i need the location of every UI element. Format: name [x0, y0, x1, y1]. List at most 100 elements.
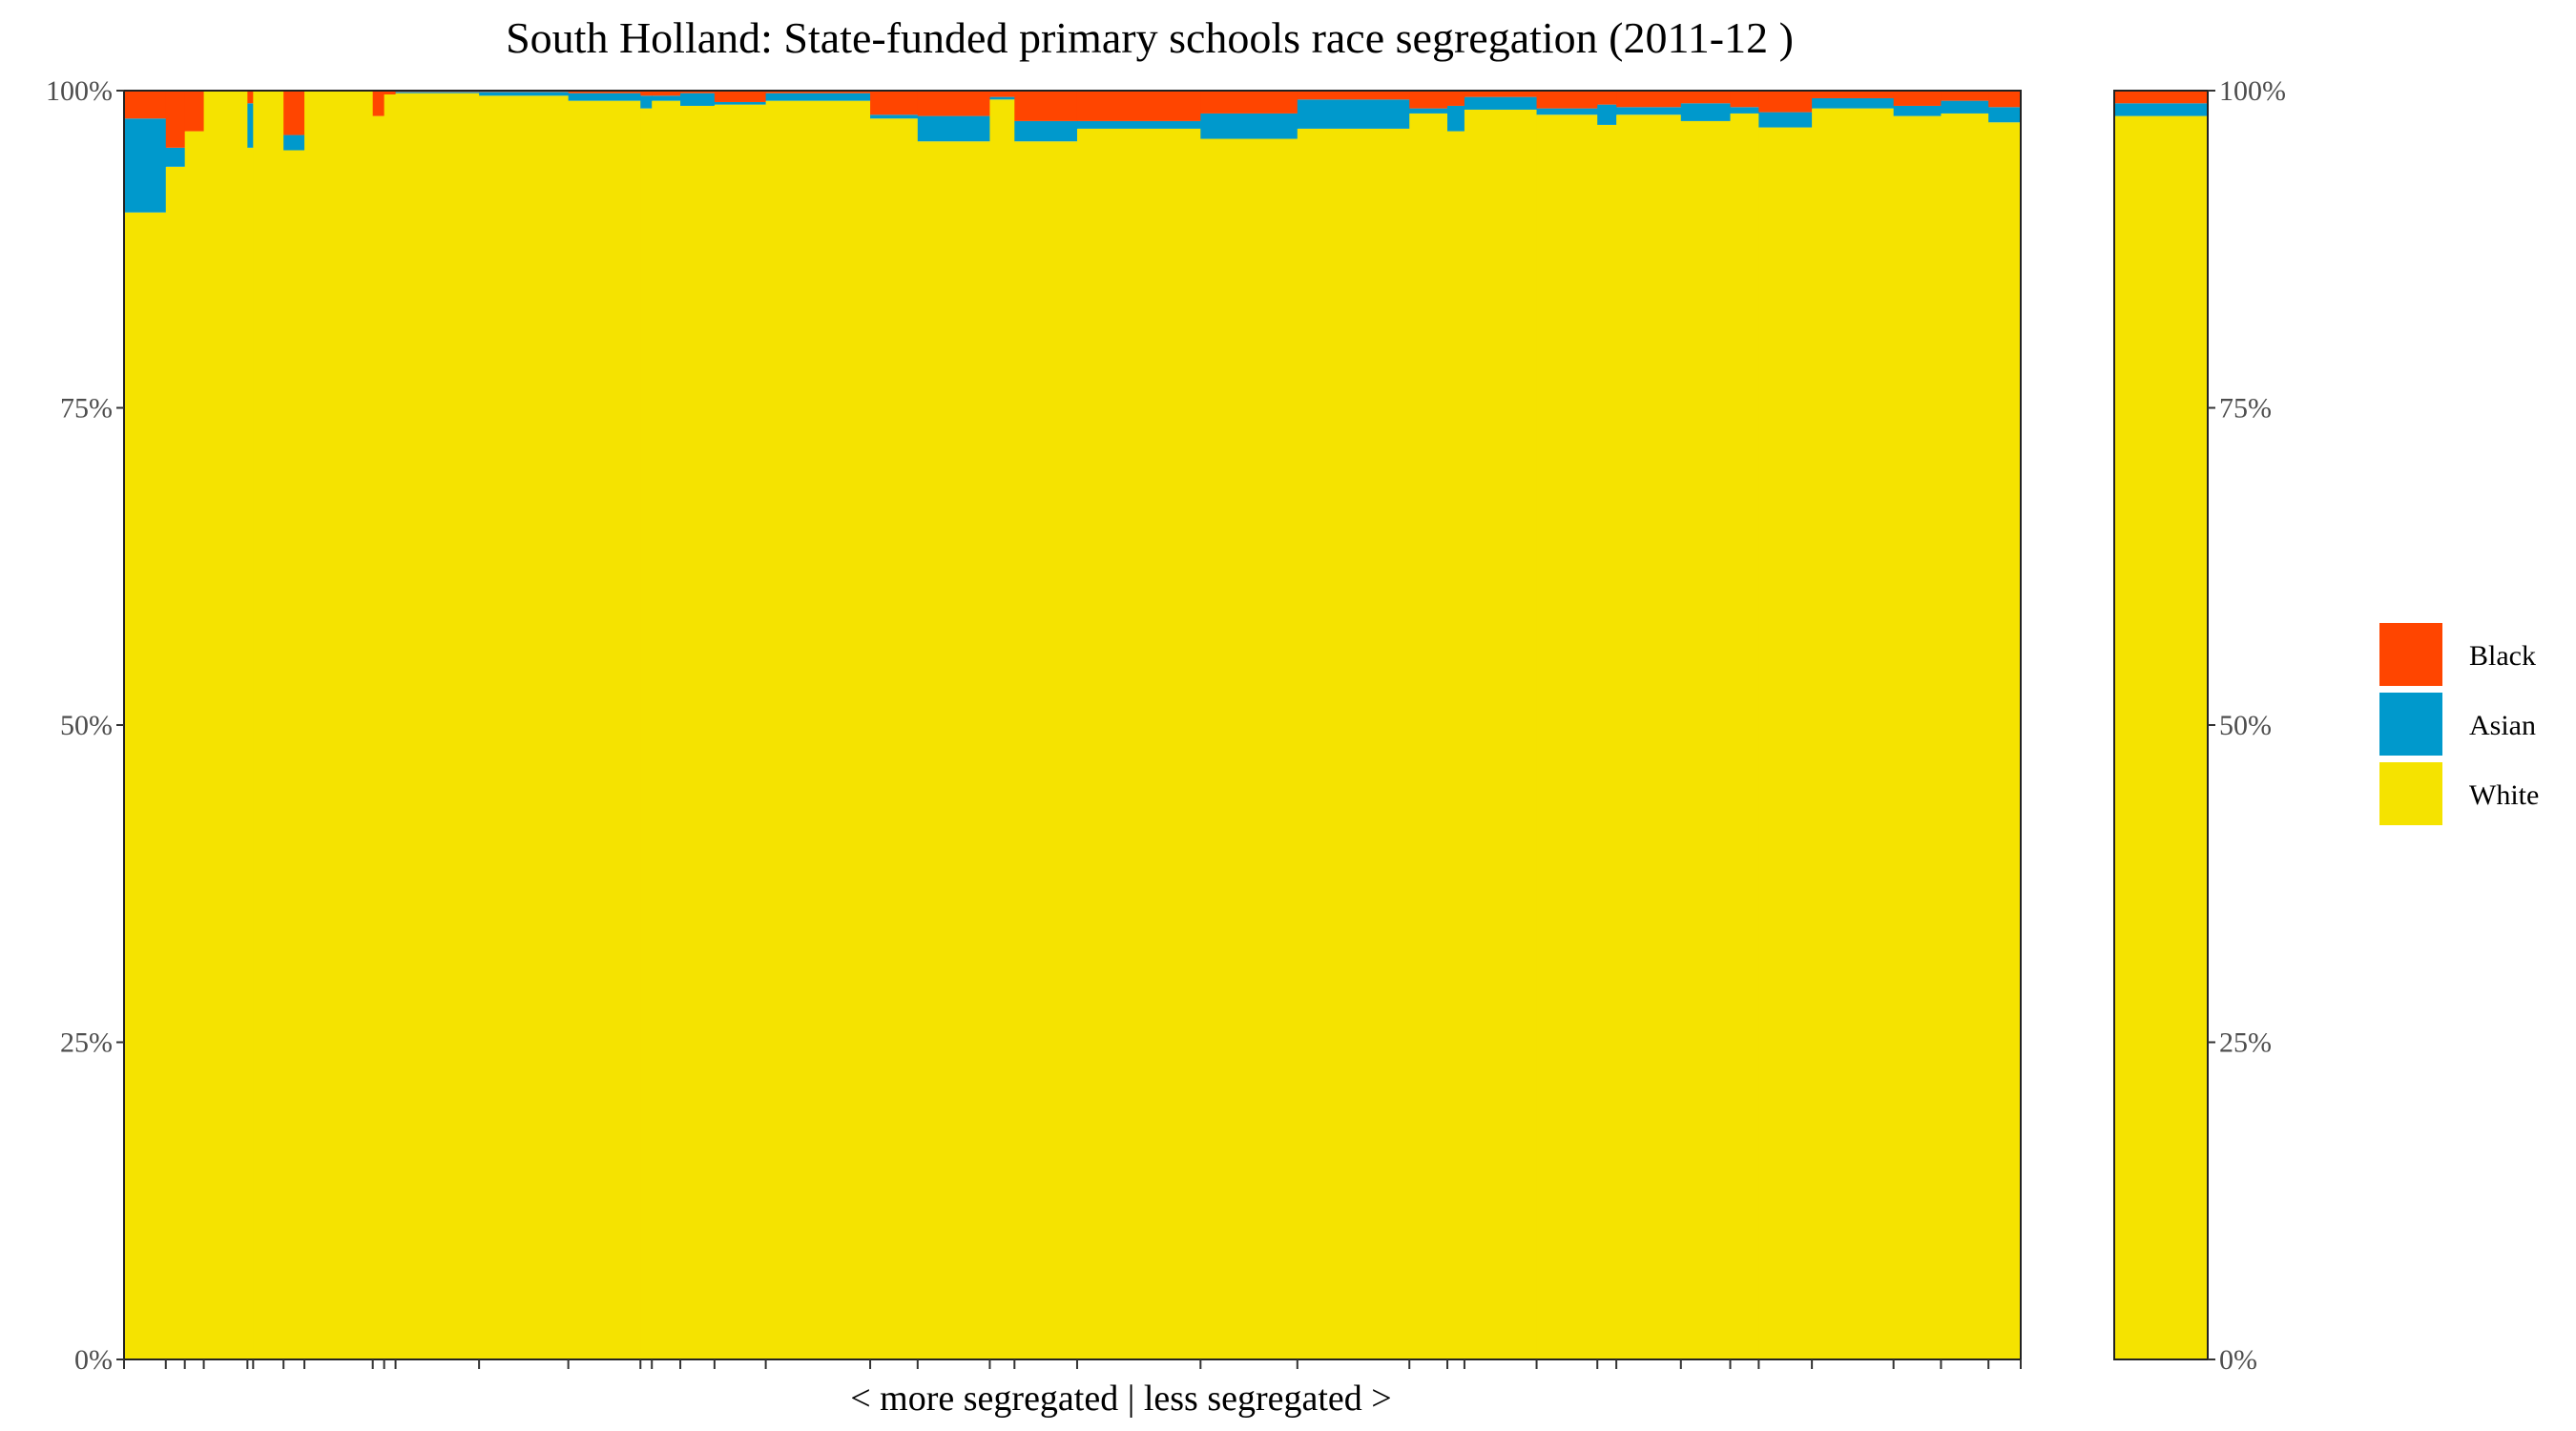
bar-white: [640, 108, 653, 1360]
x-axis-ticks: [123, 1359, 2022, 1369]
bar-white: [870, 118, 919, 1359]
bar-asian: [1680, 103, 1732, 121]
bar-white: [1680, 120, 1732, 1359]
bar-white: [304, 91, 374, 1359]
legend: Black Asian White: [2379, 623, 2539, 825]
bar-black: [917, 91, 991, 116]
bar-black: [1730, 91, 1759, 108]
bar-black: [124, 91, 167, 119]
bar-black: [1893, 91, 1942, 106]
bar-white: [1893, 115, 1942, 1360]
bar-white: [253, 91, 284, 1359]
y-tick-label-left: 100%: [46, 75, 113, 107]
legend-label-white: White: [2469, 779, 2539, 811]
bar-asian: [1200, 113, 1298, 139]
plot-area-schools: [124, 91, 2022, 1360]
bar-black: [1616, 91, 1682, 108]
bar-black: [165, 91, 186, 148]
bar-asian: [714, 101, 767, 105]
bar-white: [1812, 108, 1895, 1360]
y-tick-label-right: 25%: [2219, 1027, 2272, 1059]
bar-white: [1076, 128, 1201, 1359]
bar-black: [1464, 91, 1538, 97]
bar-black: [1988, 91, 2022, 108]
bar-white: [765, 100, 871, 1359]
bar-asian: [1447, 105, 1465, 132]
legend-label-asian: Asian: [2469, 710, 2536, 741]
y-tick-label-right: 0%: [2219, 1344, 2257, 1376]
bar-asian: [989, 96, 1015, 100]
bar-black: [1409, 91, 1448, 109]
bar-black: [680, 91, 716, 93]
avg-bar-black: [2114, 91, 2208, 104]
bar-white: [1536, 114, 1598, 1359]
bar-asian: [1893, 105, 1942, 116]
legend-swatch-black: [2379, 623, 2442, 686]
bar-asian: [917, 115, 991, 142]
bar-white: [283, 150, 305, 1359]
bar-white: [1758, 127, 1813, 1359]
bar-asian: [870, 114, 919, 119]
legend-label-black: Black: [2469, 640, 2536, 672]
bar-black: [765, 91, 871, 93]
bar-black: [652, 91, 681, 96]
bar-white: [1988, 122, 2022, 1359]
bar-asian: [395, 92, 480, 93]
y-tick-label-left: 25%: [60, 1027, 113, 1059]
bar-asian: [680, 93, 716, 106]
bar-asian: [1597, 104, 1617, 125]
chart-title: South Holland: State-funded primary scho…: [506, 13, 1794, 62]
bar-asian: [1988, 107, 2022, 123]
bar-black: [1758, 91, 1813, 113]
bar-asian: [1014, 120, 1078, 142]
bar-black: [870, 91, 919, 115]
bar-white: [917, 141, 991, 1360]
bar-asian: [1812, 97, 1895, 109]
bar-black: [384, 91, 397, 94]
legend-swatch-asian: [2379, 693, 2442, 756]
bar-white: [384, 93, 397, 1360]
y-tick-label-left: 0%: [74, 1344, 113, 1376]
bar-asian: [247, 103, 254, 148]
bar-asian: [1409, 108, 1448, 114]
bar-asian: [640, 95, 653, 109]
bar-white: [680, 105, 716, 1360]
bar-white: [1464, 109, 1538, 1360]
y-tick-label-right: 75%: [2219, 393, 2272, 425]
bar-asian: [283, 135, 305, 151]
bar-white: [479, 95, 570, 1360]
bar-white: [1616, 114, 1682, 1359]
legend-swatch-white: [2379, 762, 2442, 825]
y-axis-left: 0% 25% 50% 75% 100%: [46, 75, 124, 1376]
bar-white: [1200, 138, 1298, 1359]
bar-white: [372, 115, 385, 1360]
y-tick-label-right: 50%: [2219, 710, 2272, 741]
bar-asian: [124, 118, 167, 213]
bar-asian: [165, 147, 186, 167]
y-tick-label-right: 100%: [2219, 75, 2286, 107]
bar-black: [1597, 91, 1617, 105]
bar-asian: [1730, 107, 1759, 114]
y-axis-right: 0% 25% 50% 75% 100%: [2208, 75, 2286, 1376]
bar-white: [1297, 128, 1410, 1359]
bar-asian: [568, 93, 641, 101]
bar-black: [1200, 91, 1298, 114]
bar-black: [1536, 91, 1598, 109]
bar-black: [1076, 91, 1201, 121]
bar-black: [1447, 91, 1465, 106]
bar-black: [184, 91, 205, 132]
bar-asian: [1464, 96, 1538, 110]
bar-black: [372, 91, 385, 116]
bar-black: [1680, 91, 1732, 104]
bar-asian: [765, 93, 871, 101]
x-axis-label: < more segregated | less segregated >: [850, 1379, 1391, 1419]
bar-white: [1730, 113, 1759, 1360]
bar-white: [247, 147, 254, 1360]
bar-white: [395, 93, 480, 1359]
bar-white: [1941, 113, 1989, 1360]
bar-asian: [1758, 112, 1813, 128]
y-tick-label-left: 50%: [60, 710, 113, 741]
bar-white: [184, 131, 205, 1359]
bar-white: [989, 99, 1015, 1359]
